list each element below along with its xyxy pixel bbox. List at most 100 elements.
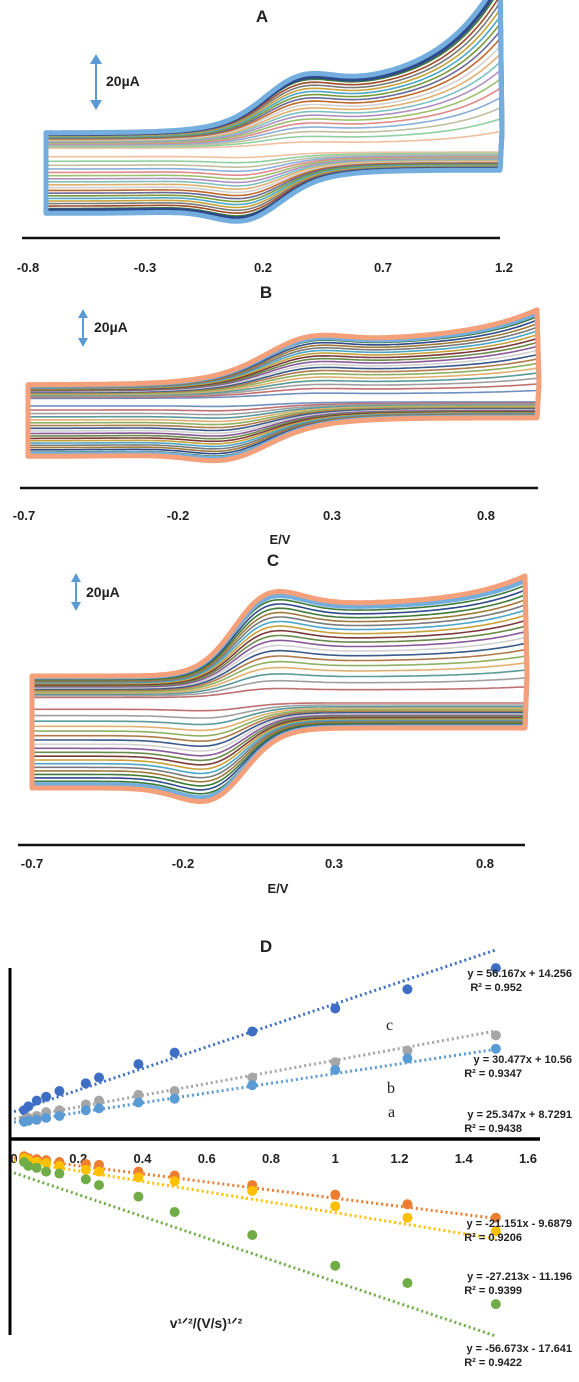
equation-f: y = -56.673x - 17.641: [467, 1343, 573, 1355]
r2-a: R² = 0.9438: [464, 1123, 522, 1135]
data-point: [330, 1260, 341, 1271]
data-point: [80, 1105, 91, 1116]
data-point: [490, 1043, 501, 1054]
data-point: [402, 1278, 413, 1288]
series-label-a: a: [388, 1104, 395, 1121]
data-point: [23, 1160, 34, 1171]
data-point: [133, 1191, 144, 1202]
cv-curves-c: [29, 573, 530, 804]
data-point: [133, 1172, 144, 1183]
data-point: [330, 1201, 341, 1212]
equation-e: y = -27.213x - 11.196: [467, 1271, 572, 1283]
data-point: [402, 1199, 413, 1210]
data-point: [94, 1072, 105, 1083]
x-axis-label-b: E/V: [270, 532, 291, 547]
data-point: [490, 1212, 501, 1223]
trendline: [13, 1156, 497, 1221]
x-tick-b-3: 0.8: [477, 508, 495, 523]
r2-b: R² = 0.9347: [464, 1068, 522, 1080]
equation-b: y = 30.477x + 10.56: [474, 1054, 572, 1066]
x-tick-d: 1: [332, 1151, 339, 1166]
data-point: [41, 1158, 52, 1168]
equation-c: y = 56.167x + 14.256: [467, 968, 572, 980]
x-tick-b-2: 0.3: [323, 508, 341, 523]
panel-c-title: C: [267, 551, 279, 570]
r2-e: R² = 0.9399: [464, 1285, 522, 1297]
x-tick-d: 1.6: [519, 1151, 537, 1166]
data-point: [330, 1064, 341, 1075]
panel-d: D 0 0.2 0.4 0.6 0.8 1 1.2 1.4 1.6 c b a y = 56.1…: [8, 937, 573, 1369]
trendline: [13, 1159, 497, 1241]
scale-bar-c: 20µA: [71, 573, 120, 611]
data-point: [402, 1053, 413, 1064]
data-point: [80, 1174, 91, 1185]
data-point: [23, 1101, 34, 1112]
x-tick-d: 1.4: [455, 1151, 474, 1166]
data-point: [247, 1072, 258, 1083]
panel-d-title: D: [260, 937, 272, 956]
data-point: [54, 1168, 65, 1179]
data-point: [133, 1089, 144, 1100]
data-point: [80, 1078, 91, 1089]
data-point: [247, 1080, 258, 1091]
data-point: [133, 1097, 144, 1108]
x-axis-label-d: v¹ᐟ²/(V/s)¹ᐟ²: [170, 1315, 243, 1331]
series-label-b: b: [387, 1080, 395, 1097]
x-tick-c-3: 0.8: [476, 856, 494, 871]
data-point: [490, 1226, 501, 1237]
data-point: [41, 1112, 52, 1123]
panel-a-title: A: [256, 7, 268, 26]
cv-curves-a: [43, 0, 505, 224]
data-point: [31, 1162, 42, 1173]
x-tick-b-1: -0.2: [167, 508, 189, 523]
data-point: [169, 1047, 180, 1058]
data-point: [133, 1059, 144, 1070]
scale-bar-b-label: 20µA: [94, 319, 128, 335]
data-point: [402, 1212, 413, 1223]
data-point: [490, 963, 501, 974]
x-tick-d: 0.6: [198, 1151, 216, 1166]
x-tick-a-4: 1.2: [495, 260, 513, 275]
panel-b: B 20µA -0.7 -0.2 0.3 0.8 E/V: [13, 283, 542, 547]
data-point: [330, 1189, 341, 1200]
x-tick-b-0: -0.7: [13, 508, 35, 523]
cv-curve: [43, 0, 505, 224]
panel-c: C 20µA -0.7 -0.2 0.3 0.8 E/V: [18, 551, 530, 896]
equation-a: y = 25.347x + 8.7291: [467, 1109, 572, 1121]
scale-bar-c-label: 20µA: [86, 584, 120, 600]
data-point: [31, 1114, 42, 1125]
data-point: [169, 1086, 180, 1096]
data-point: [54, 1110, 65, 1121]
data-point: [169, 1093, 180, 1104]
x-tick-a-3: 0.7: [374, 260, 392, 275]
x-tick-d: 0.8: [262, 1151, 280, 1166]
data-point: [80, 1164, 91, 1175]
data-point: [402, 984, 413, 995]
data-point: [490, 1030, 501, 1041]
data-point: [94, 1095, 105, 1106]
data-point: [94, 1103, 105, 1114]
cv-curve: [25, 307, 542, 464]
scale-bar-a: 20µA: [90, 54, 140, 110]
x-axis-label-c: E/V: [268, 881, 289, 896]
trendline: [13, 1171, 497, 1338]
x-tick-c-2: 0.3: [325, 856, 343, 871]
trendline: [13, 1029, 497, 1121]
r2-f: R² = 0.9422: [464, 1357, 522, 1369]
data-point: [41, 1091, 52, 1102]
data-point: [402, 1045, 413, 1056]
data-point: [41, 1166, 52, 1177]
scale-bar-b: 20µA: [78, 309, 128, 347]
data-point: [23, 1115, 34, 1126]
panel-b-title: B: [260, 283, 272, 302]
x-tick-c-1: -0.2: [172, 856, 194, 871]
data-point: [31, 1095, 42, 1106]
data-point: [490, 1299, 501, 1310]
trendline: [13, 1047, 497, 1124]
cv-curves-b: [25, 307, 542, 464]
data-point: [247, 1026, 258, 1037]
x-tick-a-0: -0.8: [17, 260, 39, 275]
x-tick-d: 1.2: [390, 1151, 408, 1166]
r2-c: R² = 0.952: [470, 982, 522, 994]
